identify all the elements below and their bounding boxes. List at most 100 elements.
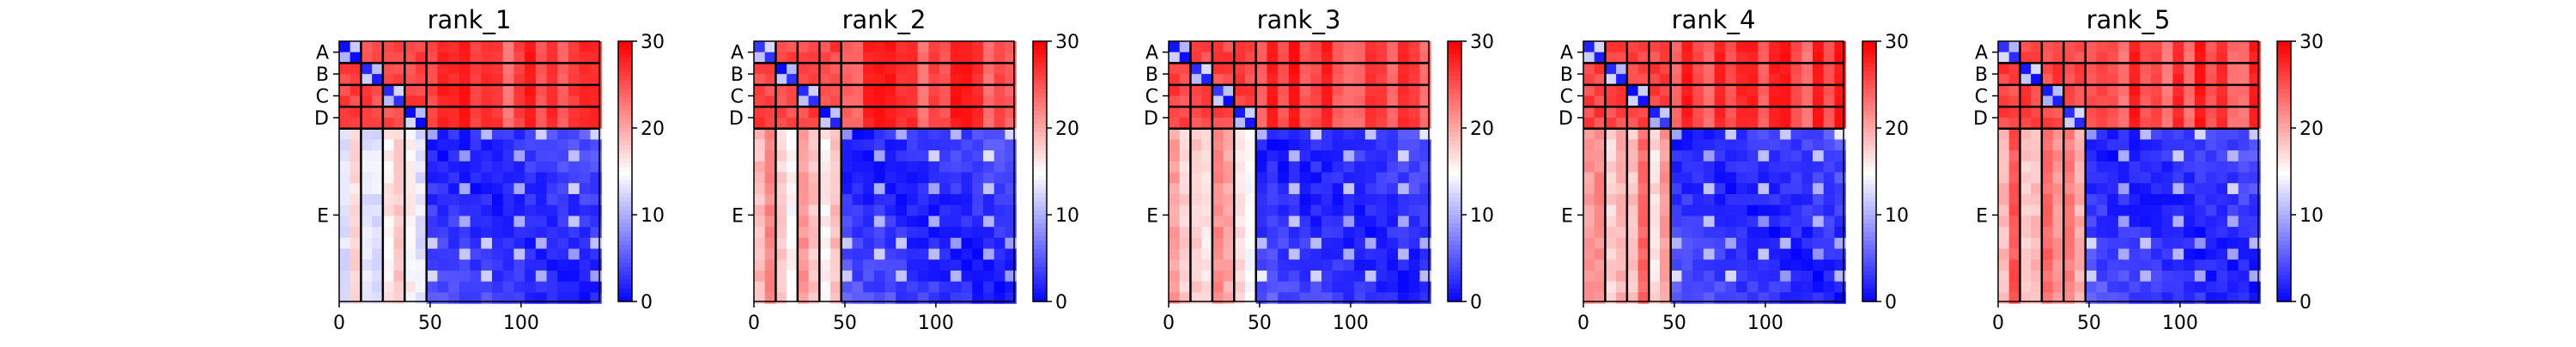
colorbar-segment <box>1033 84 1047 90</box>
heatmap-cell <box>557 52 569 64</box>
x-tick-label: 0 <box>748 313 760 334</box>
heatmap-cell <box>1343 259 1355 271</box>
heatmap-cell <box>819 270 831 283</box>
heatmap-cell <box>382 281 395 293</box>
heatmap-cell <box>339 128 351 141</box>
heatmap-cell <box>1267 84 1279 97</box>
heatmap-cell <box>993 63 1005 75</box>
heatmap-cell <box>1616 216 1628 228</box>
heatmap-cell <box>2031 193 2043 206</box>
heatmap-cell <box>1637 281 1649 293</box>
heatmap-cell <box>579 204 591 217</box>
heatmap-cell <box>393 95 405 107</box>
heatmap-cell <box>2172 107 2184 119</box>
heatmap-cell <box>1681 52 1693 64</box>
heatmap-cell <box>873 259 886 271</box>
colorbar-segment <box>2277 279 2291 285</box>
heatmap-cell <box>2031 52 2043 64</box>
heatmap-cell <box>928 193 940 206</box>
heatmap-cell <box>829 216 842 228</box>
heatmap-cell <box>568 172 580 184</box>
colorbar-segment <box>618 184 632 190</box>
heatmap-cell <box>1332 259 1345 271</box>
heatmap-cell <box>1397 63 1410 75</box>
heatmap-cell <box>2063 84 2075 97</box>
heatmap-cell <box>939 204 951 217</box>
heatmap-cell <box>557 270 569 283</box>
heatmap-cell <box>1605 183 1617 195</box>
heatmap-cell <box>1769 74 1781 86</box>
heatmap-cell <box>1758 84 1770 97</box>
heatmap-cell <box>1169 248 1181 260</box>
heatmap-cell <box>1747 84 1759 97</box>
heatmap-cell <box>1255 281 1268 293</box>
heatmap-cell <box>491 204 504 217</box>
heatmap-cell <box>1299 204 1311 217</box>
heatmap-cell <box>1779 281 1792 293</box>
heatmap-cell <box>1354 259 1366 271</box>
colorbar-segment <box>1862 106 1876 112</box>
heatmap-cell <box>1692 259 1704 271</box>
heatmap-cell <box>2194 128 2207 141</box>
heatmap-cell <box>491 95 504 107</box>
heatmap-cell <box>1267 128 1279 141</box>
heatmap-cell <box>525 259 537 271</box>
colorbar-segment <box>1448 249 1461 255</box>
heatmap-cell <box>1703 63 1716 75</box>
heatmap-cell <box>557 193 569 206</box>
colorbar-segment <box>1862 288 1876 294</box>
heatmap-cell <box>808 248 820 260</box>
heatmap-cell <box>546 74 558 86</box>
heatmap-cell <box>1583 172 1595 184</box>
heatmap-cell <box>1244 150 1257 162</box>
heatmap-cell <box>950 248 963 260</box>
heatmap-cell <box>928 74 940 86</box>
heatmap-cell <box>1201 204 1213 217</box>
heatmap-cell <box>393 248 405 260</box>
heatmap-cell <box>982 139 995 151</box>
heatmap-cell <box>1234 95 1246 107</box>
heatmap-cell <box>1626 281 1639 293</box>
heatmap-cell <box>1659 281 1672 293</box>
heatmap-cell <box>1779 150 1792 162</box>
heatmap-cell <box>2129 139 2141 151</box>
heatmap-cell <box>1747 107 1759 119</box>
heatmap-cell <box>1823 281 1835 293</box>
heatmap-cell <box>1179 237 1192 250</box>
heatmap-cell <box>1998 84 2010 97</box>
heatmap-cell <box>972 128 984 141</box>
heatmap-cell <box>1626 74 1639 86</box>
heatmap-cell <box>448 107 460 119</box>
heatmap-cell <box>1387 172 1399 184</box>
heatmap-cell <box>1310 84 1322 97</box>
heatmap-cell <box>863 237 875 250</box>
heatmap-cell <box>1692 270 1704 283</box>
heatmap-cell <box>1343 281 1355 293</box>
heatmap-cell <box>382 41 395 53</box>
heatmap-cell <box>819 248 831 260</box>
heatmap-cell <box>2150 52 2163 64</box>
colorbar-tick-label: 20 <box>1055 119 1079 140</box>
heatmap-cell <box>361 270 373 283</box>
heatmap-cell <box>525 41 537 53</box>
heatmap-cell <box>775 259 787 271</box>
colorbar-segment <box>2277 137 2291 142</box>
heatmap-cell <box>1681 41 1693 53</box>
heatmap-cell <box>2107 227 2119 239</box>
heatmap-cell <box>1310 248 1322 260</box>
heatmap-cell <box>372 63 384 75</box>
colorbar-segment <box>618 271 632 277</box>
heatmap-cell <box>1801 204 1814 217</box>
heatmap-cell <box>2107 281 2119 293</box>
colorbar-segment <box>1448 50 1461 55</box>
heatmap-cell <box>1179 107 1192 119</box>
heatmap-cell <box>2216 117 2228 130</box>
heatmap-cell <box>481 150 493 162</box>
heatmap-cell <box>819 41 831 53</box>
heatmap-cell <box>2216 139 2228 151</box>
heatmap-cell <box>896 237 908 250</box>
heatmap-cell <box>1747 281 1759 293</box>
heatmap-cell <box>372 150 384 162</box>
heatmap-cell <box>1670 107 1683 119</box>
heatmap-cell <box>502 204 515 217</box>
